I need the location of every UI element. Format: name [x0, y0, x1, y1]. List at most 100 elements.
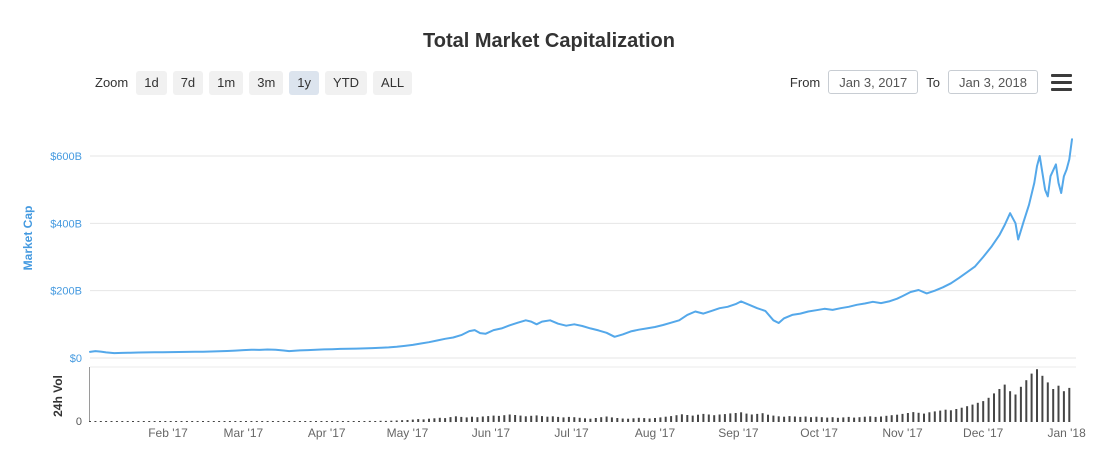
volume-bar [584, 418, 586, 422]
date-range-controls: From To [790, 70, 1038, 94]
x-tick-label: Jul '17 [554, 426, 589, 440]
volume-bar [1041, 375, 1044, 422]
volume-bar [621, 418, 624, 422]
volume-bar [557, 416, 560, 422]
zoom-button-all[interactable]: ALL [373, 71, 413, 95]
volume-bar [702, 413, 705, 422]
volume-bar [503, 415, 506, 422]
chart-title: Total Market Capitalization [423, 30, 675, 52]
volume-bar [438, 417, 441, 422]
volume-bar [1062, 391, 1065, 422]
volume-bar [465, 417, 468, 422]
volume-bar [277, 421, 280, 422]
volume-bar [885, 415, 888, 422]
volume-bar [960, 407, 963, 422]
to-date-input[interactable] [948, 70, 1038, 94]
zoom-button-1m[interactable]: 1m [209, 71, 244, 95]
volume-bar [750, 414, 753, 422]
volume-bar [1068, 387, 1071, 422]
volume-bar [110, 421, 113, 422]
volume-bar [196, 421, 199, 422]
volume-bar [993, 393, 995, 422]
y-tick-label: $200B [50, 286, 82, 298]
volume-zero-tick-label: 0 [76, 416, 82, 428]
volume-bar [767, 414, 769, 422]
hamburger-icon [1051, 74, 1072, 77]
volume-bar [374, 421, 377, 422]
volume-bar [142, 421, 145, 422]
volume-bar [917, 412, 920, 422]
volume-bar [250, 421, 253, 422]
volume-bar [874, 416, 877, 422]
volume-bar [729, 413, 732, 422]
volume-bar [180, 421, 183, 422]
volume-bar [707, 414, 710, 422]
context-menu-button[interactable] [1051, 74, 1072, 91]
volume-bar [923, 413, 925, 422]
zoom-button-1d[interactable]: 1d [136, 71, 167, 95]
volume-bar [1052, 389, 1055, 422]
x-tick-label: May '17 [387, 426, 429, 440]
market-cap-line [89, 138, 1073, 355]
volume-bar [723, 414, 726, 422]
volume-bar [1003, 384, 1006, 422]
volume-bar [390, 420, 393, 422]
volume-bar [304, 421, 307, 422]
volume-bar [1046, 382, 1049, 422]
volume-bar [632, 418, 635, 422]
volume-bar [605, 416, 608, 422]
volume-bar [928, 412, 931, 422]
zoom-button-ytd[interactable]: YTD [325, 71, 368, 95]
x-tick-label: Feb '17 [148, 426, 188, 440]
volume-bar [202, 421, 204, 422]
volume-bar [191, 421, 194, 422]
volume-bar [804, 416, 807, 422]
volume-bar [481, 416, 484, 422]
volume-bar [449, 417, 452, 423]
zoom-button-1y[interactable]: 1y [289, 71, 320, 95]
from-date-input[interactable] [828, 70, 919, 94]
volume-bar [492, 415, 495, 422]
volume-bar [1009, 391, 1012, 422]
zoom-controls: Zoom 1d 7d 1m 3m 1y YTD ALL [95, 71, 418, 95]
volume-bar [234, 421, 237, 422]
y-tick-label: $400B [50, 218, 82, 230]
volume-bar [1019, 386, 1022, 422]
x-tick-label: Jan '18 [1047, 426, 1086, 440]
zoom-label: Zoom [95, 75, 129, 91]
volume-bar [169, 421, 172, 422]
volume-bar [831, 417, 834, 422]
volume-bar [901, 413, 904, 422]
volume-bar [336, 421, 339, 422]
volume-bar [137, 421, 140, 422]
volume-bar [756, 413, 759, 422]
volume-bar [578, 417, 581, 422]
volume-bar [320, 421, 323, 422]
volume-bar [880, 416, 882, 422]
volume-bar [293, 421, 296, 422]
volume-bar [567, 416, 570, 422]
x-tick-label: Mar '17 [224, 426, 264, 440]
volume-bar [497, 415, 500, 422]
volume-bar [562, 417, 565, 422]
volume-bar [325, 421, 328, 422]
volume-bar [228, 421, 231, 422]
volume-bar [906, 413, 909, 422]
volume-bar [99, 421, 102, 422]
zoom-button-3m[interactable]: 3m [249, 71, 284, 95]
volume-bar [422, 419, 425, 422]
volume-bar [546, 416, 549, 422]
volume-bar [654, 418, 656, 422]
volume-bar [863, 416, 866, 422]
volume-bar [896, 414, 899, 422]
volume-bar [406, 420, 409, 422]
volume-bar [524, 416, 527, 422]
x-tick-label: Sep '17 [718, 426, 759, 440]
volume-bar [939, 410, 942, 422]
volume-bar [368, 420, 371, 422]
zoom-button-7d[interactable]: 7d [172, 71, 204, 95]
volume-bar [476, 417, 479, 422]
volume-bar [401, 420, 404, 422]
volume-bar [384, 420, 387, 422]
